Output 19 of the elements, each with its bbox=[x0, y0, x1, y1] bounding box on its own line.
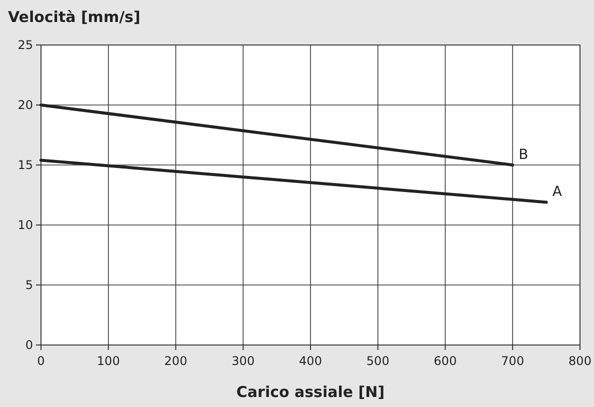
y-axis-title: Velocità [mm/s] bbox=[8, 8, 140, 26]
x-tick-label: 800 bbox=[568, 354, 592, 368]
x-axis-title: Carico assiale [N] bbox=[236, 383, 385, 401]
y-tick-label: 15 bbox=[18, 158, 33, 172]
x-tick-label: 200 bbox=[164, 354, 188, 368]
x-tick-label: 100 bbox=[96, 354, 120, 368]
x-tick-label: 0 bbox=[37, 354, 45, 368]
y-tick-label: 20 bbox=[18, 98, 33, 112]
y-tick-label: 0 bbox=[25, 338, 33, 352]
y-tick-label: 10 bbox=[18, 218, 33, 232]
series-label: A bbox=[552, 184, 562, 200]
x-tick-label: 700 bbox=[501, 354, 524, 368]
x-tick-label: 600 bbox=[434, 354, 457, 368]
x-tick-label: 300 bbox=[232, 354, 255, 368]
series-label: B bbox=[518, 147, 528, 163]
y-tick-label: 5 bbox=[25, 278, 33, 292]
x-tick-label: 500 bbox=[366, 354, 390, 368]
y-tick-label: 25 bbox=[18, 38, 33, 52]
x-tick-label: 400 bbox=[299, 354, 322, 368]
